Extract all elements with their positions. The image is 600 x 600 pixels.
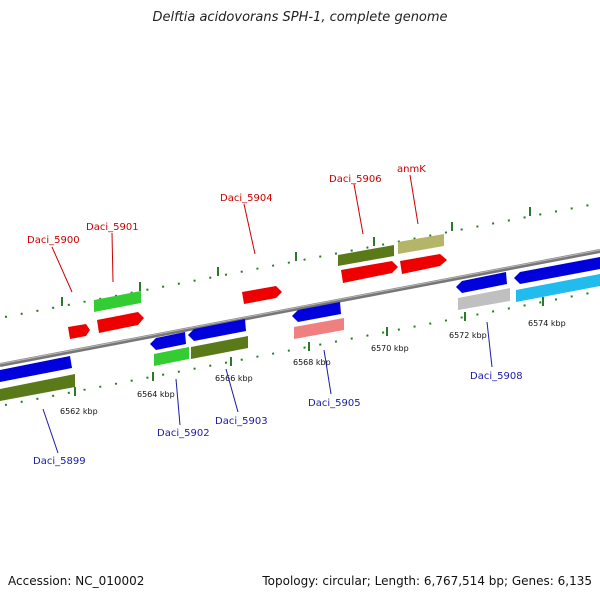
upper-tick-track [4,202,600,318]
gene-label: Daci_5900 [27,235,80,246]
gene-label: Daci_5903 [215,416,268,427]
tick-label: 6574 kbp [528,319,566,328]
gene-daci-5903[interactable] [188,319,248,359]
gene-label: Daci_5908 [470,371,523,382]
gene-daci-5901[interactable] [94,291,144,333]
gene-unlabeled[interactable] [514,257,600,302]
gene-label: Daci_5899 [33,456,86,467]
tick-label: 6572 kbp [449,331,487,340]
genome-backbone [0,249,600,367]
gene-daci-5906[interactable] [338,245,398,283]
accession-text: Accession: NC_010002 [8,574,145,588]
gene-label: Daci_5901 [86,222,139,233]
tick-label: 6566 kbp [215,374,253,383]
gene-label: Daci_5906 [329,174,382,185]
gene-label: Daci_5905 [308,398,361,409]
tick-label: 6564 kbp [137,390,175,399]
gene-daci-5900[interactable] [68,324,90,339]
tick-label: 6570 kbp [371,344,409,353]
gene-daci-5904[interactable] [242,286,282,304]
gene-daci-5908[interactable] [456,272,510,310]
gene-daci-5899[interactable] [0,356,75,401]
gene-label: Daci_5904 [220,193,273,204]
tick-label: 6568 kbp [293,358,331,367]
gene-label: Daci_5902 [157,428,210,439]
topology-text: Topology: circular; Length: 6,767,514 bp… [262,574,592,588]
major-ticks [61,207,544,396]
tick-label: 6562 kbp [60,407,98,416]
gene-anmk[interactable] [398,234,447,274]
gene-daci-5902[interactable] [150,332,189,366]
gene-daci-5905[interactable] [292,302,344,339]
gene-label: anmK [397,164,426,175]
page-title: Delftia acidovorans SPH-1, complete geno… [152,10,448,25]
